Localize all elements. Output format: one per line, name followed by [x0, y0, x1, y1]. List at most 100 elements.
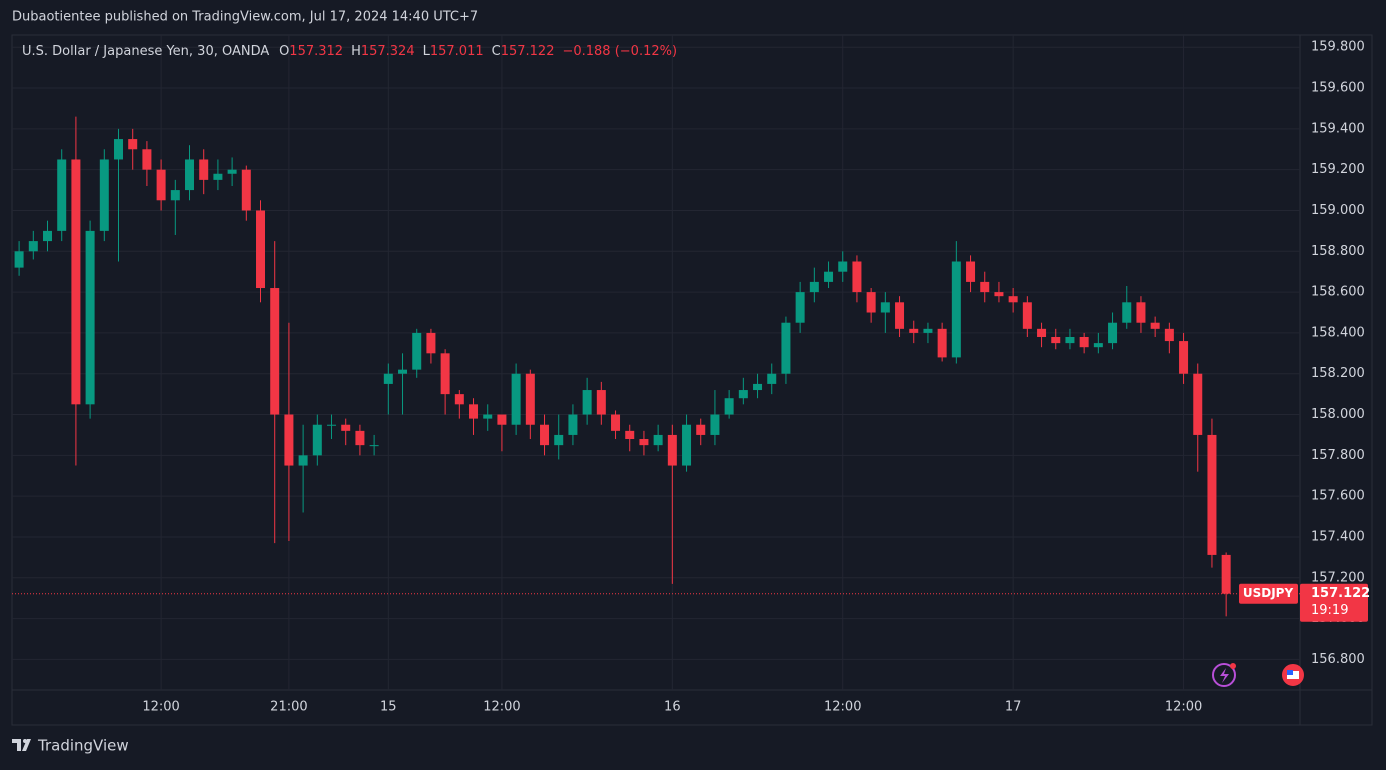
candle-body	[1022, 302, 1032, 329]
candle-body	[568, 414, 578, 435]
candle-body	[497, 414, 507, 425]
y-tick-label: 158.400	[1311, 325, 1365, 340]
y-tick-label: 158.000	[1311, 407, 1365, 422]
candle-body	[753, 383, 763, 391]
candle-body	[1037, 328, 1047, 337]
candle-body	[1108, 322, 1118, 344]
candle-body	[596, 390, 606, 415]
y-tick-label: 159.200	[1311, 162, 1365, 177]
publisher-line: Dubaotientee published on TradingView.co…	[12, 10, 478, 25]
candle-body	[114, 139, 124, 160]
y-tick-label: 157.400	[1311, 529, 1365, 544]
candle-body	[611, 414, 621, 431]
y-tick-label: 156.800	[1311, 652, 1365, 667]
lightning-icon[interactable]	[1212, 663, 1236, 687]
candle-body	[227, 169, 237, 174]
y-tick-label: 159.600	[1311, 81, 1365, 96]
y-tick-label: 159.400	[1311, 121, 1365, 136]
x-tick-label: 15	[380, 700, 397, 715]
brand-logo	[12, 739, 31, 751]
candle-body	[1193, 373, 1203, 435]
candle-body	[994, 292, 1004, 297]
overlay: USDJPY 157.122 19:19 U.S. Dollar / Japanese…	[12, 44, 1370, 622]
candle-body	[696, 424, 706, 435]
candle-body	[540, 424, 550, 446]
symbol-tag-label: USDJPY	[1243, 586, 1294, 600]
candle-body	[582, 390, 592, 415]
candle-body	[369, 445, 379, 447]
candles	[14, 116, 1231, 617]
candle-body	[880, 302, 890, 313]
candle-body	[1051, 336, 1061, 344]
legend-letter: H	[351, 44, 361, 59]
candle-body	[838, 261, 848, 272]
candle-body	[724, 398, 734, 415]
chart-frame	[11, 34, 1373, 726]
candle-body	[85, 230, 95, 405]
symbol-tag	[1239, 583, 1298, 604]
candle-body	[256, 210, 266, 289]
candle-body	[937, 328, 947, 358]
y-tick-label: 157.800	[1311, 448, 1365, 463]
x-tick-label: 16	[664, 700, 681, 715]
candle-body	[28, 241, 38, 252]
y-tick-label: 159.000	[1311, 203, 1365, 218]
candle-body	[895, 302, 905, 329]
candle-body	[128, 139, 138, 150]
candle-body	[1008, 296, 1018, 303]
candle-body	[454, 394, 464, 405]
legend-letter: C	[492, 44, 501, 59]
candle-body	[1207, 434, 1217, 555]
legend-change: −0.188 (−0.12%)	[562, 44, 677, 59]
candle-body	[14, 251, 24, 268]
candle-body	[284, 414, 294, 466]
candle-body	[1122, 302, 1132, 323]
flag-icon[interactable]	[1282, 664, 1304, 686]
candle-body	[1150, 322, 1160, 329]
candle-body	[923, 328, 933, 333]
legend-value: 157.011	[430, 44, 484, 59]
x-tick-label: 12:00	[824, 700, 861, 715]
candle-body	[241, 169, 251, 211]
candle-body	[355, 430, 365, 446]
candle-body	[156, 169, 166, 201]
candle-body	[483, 414, 493, 419]
candle-body	[980, 281, 990, 293]
candle-body	[213, 173, 223, 180]
countdown-label: 19:19	[1311, 603, 1348, 618]
candle-body	[57, 159, 67, 231]
legend-value: 157.122	[501, 44, 555, 59]
candle-body	[412, 332, 422, 370]
brand-name: TradingView	[37, 737, 129, 755]
x-tick-label: 21:00	[270, 700, 307, 715]
x-tick-label: 12:00	[1165, 700, 1202, 715]
candle-body	[1221, 554, 1231, 594]
price-tag-label: 157.122	[1311, 586, 1370, 601]
candle-body	[170, 190, 180, 201]
candle-body	[1136, 302, 1146, 323]
grid: 156.800157.000157.200157.400157.600157.8…	[12, 35, 1365, 715]
legend-letter: L	[423, 44, 431, 59]
y-tick-label: 159.800	[1311, 40, 1365, 55]
candle-body	[1164, 328, 1174, 342]
candle-body	[795, 292, 805, 323]
candle-body	[809, 281, 819, 293]
candle-body	[1093, 343, 1103, 348]
candle-body	[469, 404, 479, 419]
candle-body	[185, 159, 195, 191]
candle-body	[667, 434, 677, 466]
legend-value: 157.312	[289, 44, 343, 59]
candle-body	[625, 430, 635, 440]
candle-body	[909, 328, 919, 333]
candle-body	[781, 322, 791, 374]
candle-body	[682, 424, 692, 466]
candle-body	[639, 439, 649, 446]
candle-body	[298, 455, 308, 466]
candle-body	[525, 373, 535, 425]
candle-body	[710, 414, 720, 435]
y-tick-label: 157.600	[1311, 489, 1365, 504]
legend-value: 157.324	[361, 44, 415, 59]
legend-title: U.S. Dollar / Japanese Yen, 30, OANDA	[22, 44, 269, 59]
